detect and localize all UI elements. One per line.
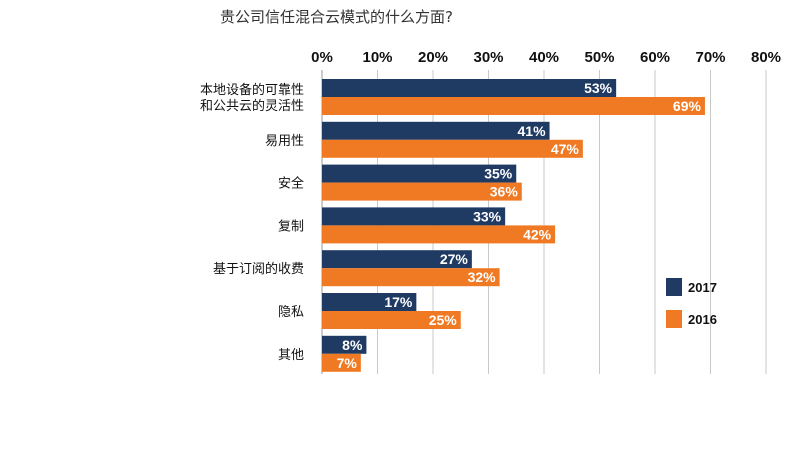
legend-label: 2016 [688, 312, 717, 327]
category-label-line: 和公共云的灵活性 [200, 98, 304, 114]
category-label: 本地设备的可靠性和公共云的灵活性 [200, 82, 304, 114]
category-label-line: 安全 [278, 176, 304, 192]
x-axis-tick-labels: 0% 10% 20% 30% 40% 50% 60% 70% 80% [311, 49, 781, 66]
category-label-line: 其他 [278, 348, 304, 363]
data-label: 47% [551, 141, 580, 157]
category-label-line: 隐私 [278, 305, 304, 320]
bar-2017 [322, 164, 517, 183]
bar-2016 [322, 225, 556, 244]
x-tick-label: 30% [473, 49, 503, 66]
legend-label: 2017 [688, 280, 717, 295]
chart-title: 贵公司信任混合云模式的什么方面? [220, 8, 453, 26]
category-label: 基于订阅的收费 [213, 261, 304, 277]
bar-2016 [322, 97, 705, 115]
x-tick-label: 60% [640, 49, 670, 66]
bar-2017 [322, 250, 472, 269]
x-tick-label: 50% [584, 49, 614, 66]
category-label-line: 易用性 [265, 134, 304, 149]
category-label-line: 本地设备的可靠性 [200, 82, 304, 98]
category-label-line: 复制 [278, 219, 304, 234]
category-label: 易用性 [265, 134, 304, 149]
data-label: 32% [468, 269, 497, 285]
bars: 53% 69% 41%47% 35% 36% 33% 42% 27% 32% 17% 25% 8% 7% [322, 79, 705, 372]
x-tick-label: 70% [695, 49, 725, 66]
data-label: 53% [584, 80, 613, 96]
x-tick-label: 40% [529, 49, 559, 66]
data-label: 41% [518, 123, 547, 139]
bar-2017 [322, 293, 417, 311]
category-label: 其他 [278, 348, 304, 363]
category-label-line: 基于订阅的收费 [213, 261, 304, 277]
bar-2016 [322, 353, 361, 372]
x-tick-label: 20% [418, 49, 448, 66]
x-tick-label: 0% [311, 49, 333, 66]
category-label: 安全 [278, 176, 304, 192]
data-label: 7% [337, 355, 358, 371]
bar-2016 [322, 139, 583, 158]
data-label: 36% [490, 184, 519, 200]
x-tick-label: 80% [751, 49, 781, 66]
gridlines [321, 70, 767, 374]
bar-2017 [322, 121, 550, 140]
bar-2017 [322, 335, 367, 354]
data-label: 17% [384, 294, 413, 310]
bar-2016 [322, 311, 461, 329]
data-label: 27% [440, 251, 469, 267]
data-label: 42% [523, 226, 552, 242]
category-label: 复制 [278, 219, 304, 234]
data-label: 33% [473, 208, 502, 224]
data-label: 25% [429, 312, 458, 328]
x-tick-label: 10% [362, 49, 392, 66]
legend: 2017 2016 [666, 278, 717, 328]
legend-swatch [666, 310, 682, 328]
data-label: 8% [342, 337, 363, 353]
legend-swatch [666, 278, 682, 296]
bar-2016 [322, 268, 500, 287]
category-label: 隐私 [278, 305, 304, 320]
data-label: 69% [673, 98, 702, 114]
bar-2017 [322, 207, 506, 226]
bar-2016 [322, 182, 522, 201]
bar-2017 [322, 79, 617, 97]
data-label: 35% [484, 166, 513, 182]
